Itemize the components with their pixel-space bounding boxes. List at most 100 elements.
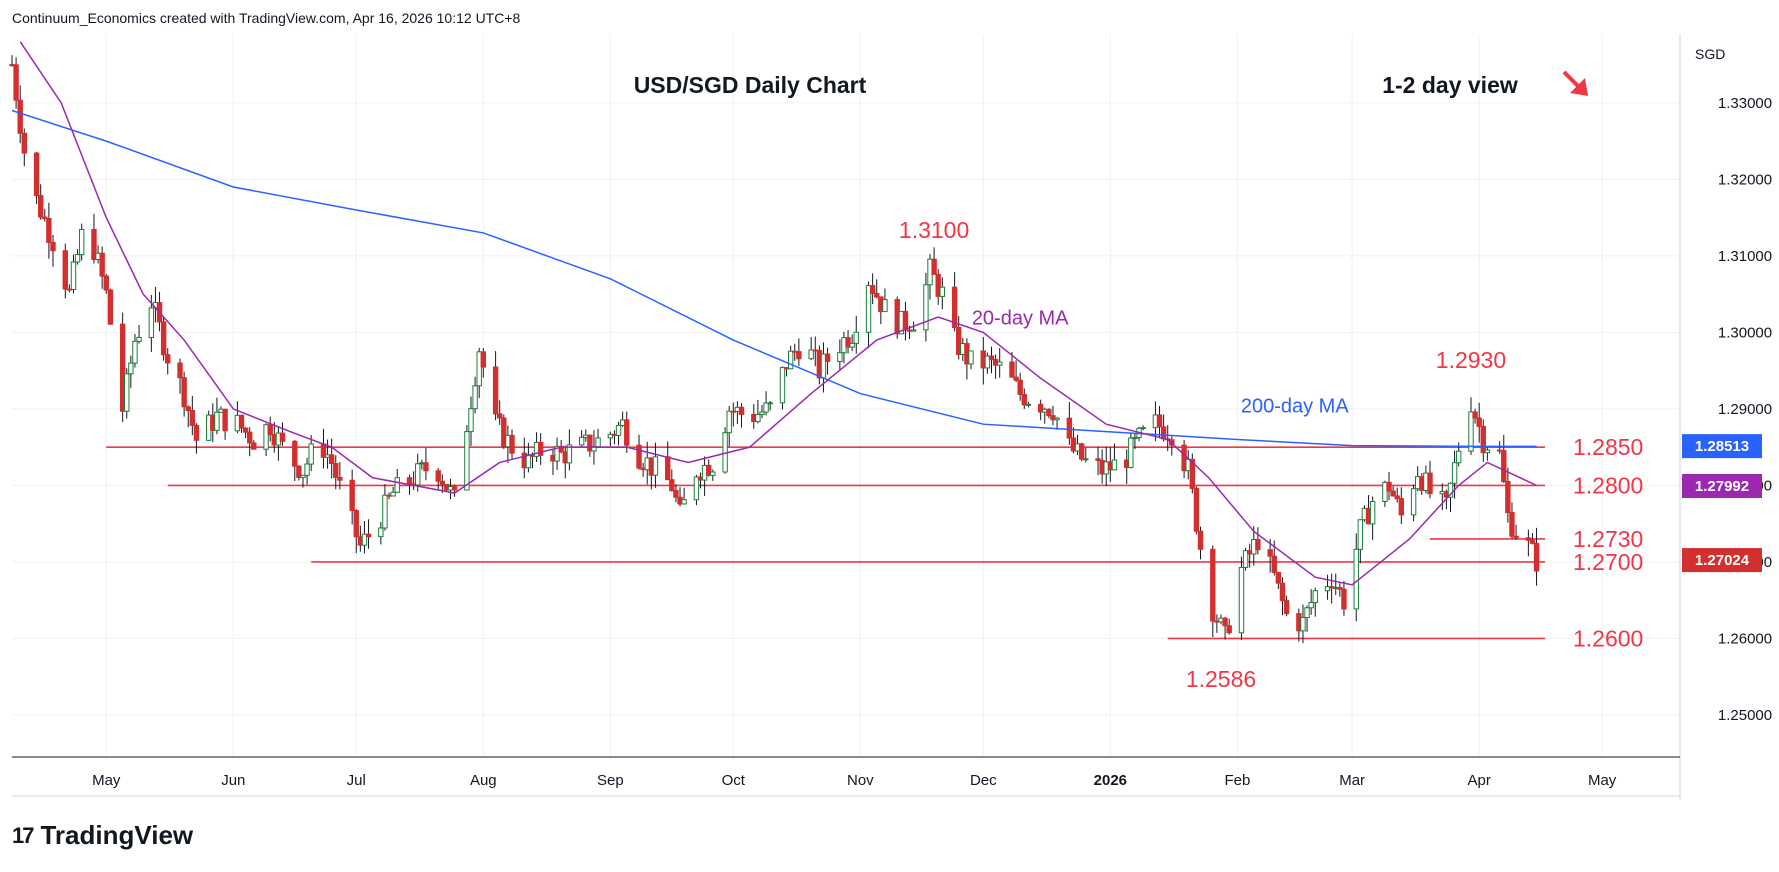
candle-body	[476, 351, 482, 387]
x-tick-label: Oct	[722, 772, 746, 789]
view-label: 1-2 day view	[1382, 72, 1518, 98]
candle-body	[124, 373, 130, 412]
candle-body	[787, 350, 794, 370]
candle-body	[222, 408, 228, 432]
candle-body	[1037, 403, 1044, 413]
x-tick-label: 2026	[1094, 772, 1127, 789]
candle-body	[472, 385, 478, 410]
candle-body	[353, 510, 359, 538]
candle-body	[214, 411, 220, 431]
candle-body	[390, 491, 396, 497]
candle-body	[1111, 459, 1118, 471]
candle-body	[406, 477, 413, 485]
candle-body	[882, 299, 888, 313]
candle-body	[1255, 539, 1261, 551]
candle-body	[869, 285, 876, 294]
candle-body	[361, 533, 368, 546]
series-label: 200-day MA	[1241, 396, 1349, 418]
candle-body	[185, 406, 191, 411]
candle-body	[304, 463, 310, 476]
candle-body	[652, 456, 659, 476]
price-annotation: 1.3100	[899, 217, 969, 243]
candle-body	[988, 355, 995, 360]
candle-body	[968, 350, 974, 365]
candle-body	[1394, 495, 1400, 500]
price-badge	[1682, 548, 1762, 573]
candle-body	[669, 479, 675, 491]
candle-body	[468, 408, 474, 433]
candle-body	[931, 258, 937, 275]
candle-body	[46, 218, 52, 243]
candle-body	[566, 444, 573, 464]
candle-body	[710, 471, 716, 476]
candle-body	[480, 351, 487, 368]
price-badges: 1.28513 1.27992 1.27024	[1682, 434, 1762, 573]
candle-body	[1054, 417, 1060, 421]
currency-label: SGD	[1695, 46, 1725, 62]
tradingview-logo-icon: 17	[12, 822, 35, 848]
y-tick-label: 1.31000	[1718, 248, 1772, 265]
candle-body	[128, 362, 134, 375]
candle-body	[165, 354, 171, 364]
candle-body	[984, 355, 991, 369]
candle-body	[1533, 542, 1540, 572]
candle-body	[1140, 427, 1146, 430]
candle-body	[935, 273, 941, 297]
candle-body	[1283, 600, 1290, 615]
candle-body	[148, 307, 155, 339]
candle-body	[910, 329, 917, 332]
candle-body	[706, 464, 712, 476]
candle-body	[382, 494, 388, 529]
candle-body	[42, 216, 48, 220]
candle-body	[1447, 482, 1454, 498]
candle-body	[1386, 481, 1392, 492]
candle-body	[1046, 408, 1052, 417]
candle-body	[1275, 571, 1282, 584]
candle-body	[1238, 566, 1245, 634]
candle-body	[394, 477, 400, 493]
x-tick-label: May	[92, 772, 121, 789]
candle-body	[328, 454, 335, 465]
candle-body	[1025, 403, 1032, 406]
candle-body	[1476, 417, 1482, 427]
candle-body	[1484, 449, 1491, 454]
level-label: 1.2800	[1573, 472, 1643, 498]
candle-body	[451, 486, 458, 491]
candle-body	[558, 445, 564, 453]
brand-logo[interactable]: 17 TradingView	[12, 820, 193, 851]
candle-body	[587, 434, 593, 452]
y-tick-label: 1.32000	[1718, 171, 1772, 188]
candle-body	[951, 286, 958, 328]
candle-body	[247, 431, 253, 444]
candle-body	[37, 195, 44, 218]
candle-body	[119, 323, 126, 412]
price-annotation: 1.2586	[1186, 666, 1256, 692]
price-badge-label: 1.27992	[1695, 478, 1749, 495]
candle-body	[509, 434, 515, 454]
candle-body	[132, 340, 138, 364]
candle-body	[1300, 617, 1306, 632]
candle-body	[160, 321, 167, 356]
candle-body	[1160, 426, 1167, 440]
chart-header: Continuum_Economics created with Trading…	[12, 10, 521, 26]
candle-body	[693, 476, 700, 501]
candle-body	[865, 285, 872, 333]
candle-body	[726, 410, 732, 434]
level-label: 1.2850	[1573, 434, 1643, 460]
candle-body	[578, 436, 585, 446]
price-annotation: 1.2930	[1436, 347, 1506, 373]
candle-body	[845, 337, 851, 348]
candle-body	[423, 462, 429, 472]
candle-body	[177, 362, 183, 379]
candle-body	[681, 499, 687, 505]
candle-body	[902, 310, 909, 331]
axes: SGD	[12, 34, 1779, 800]
candle-body	[74, 254, 81, 263]
candle-body	[1451, 462, 1458, 484]
candle-body	[17, 99, 23, 134]
candle-body	[349, 479, 355, 512]
candle-body	[1156, 414, 1163, 428]
candle-body	[1341, 588, 1347, 610]
y-tick-label: 1.29000	[1718, 401, 1772, 418]
